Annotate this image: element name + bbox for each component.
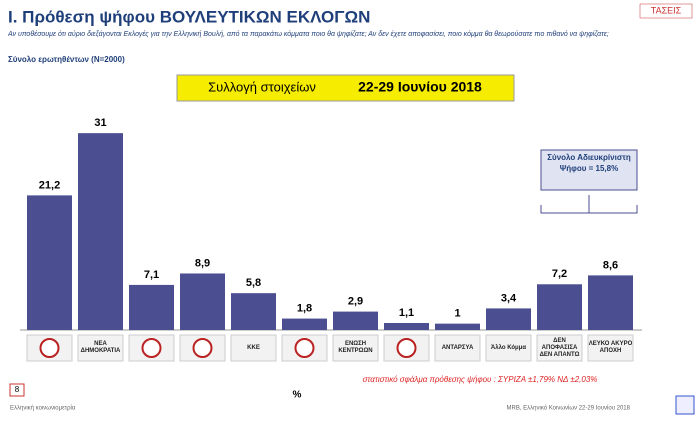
bar: [588, 275, 633, 330]
bar: [231, 293, 276, 330]
annotation-wrap: Σύνολο Αδιευκρίνιστη Ψήφου = 15,8%: [547, 153, 631, 173]
brand-logo: [639, 3, 693, 19]
chart-title: Ι. Πρόθεση ψήφου ΒΟΥΛΕΥΤΙΚΩΝ ΕΚΛΟΓΩΝ: [8, 7, 370, 26]
period: 22-29 Ιουνίου 2018: [358, 79, 482, 95]
value-label: 8,9: [195, 257, 210, 269]
period-label: Συλλογή στοιχείων: [208, 79, 316, 94]
party-logo: [396, 338, 417, 358]
category-wrap: ΝΕΑ ΔΗΜΟΚΡΑΤΙΑ: [80, 341, 121, 354]
value-label: 1,1: [399, 307, 414, 319]
category-box: [536, 334, 583, 362]
value-label: 1: [454, 308, 460, 320]
x-tick-label: ΚΚΕ: [247, 344, 260, 351]
value-label: 2,9: [348, 295, 363, 307]
value-label: 3,4: [501, 292, 517, 304]
value-label: 21,2: [39, 179, 60, 191]
category-wrap: ΑΝΤΑΡΣΥΑ: [441, 344, 474, 351]
category-box: [434, 334, 481, 362]
category-wrap: ΛΕΥΚΟ ΑΚΥΡΟ ΑΠΟΧΗ: [588, 341, 633, 354]
subtitle: Αν υποθέσουμε ότι αύριο διεξάγονται Εκλο…: [8, 31, 609, 38]
bar: [333, 311, 378, 330]
x-tick-label: ΑΝΤΑΡΣΥΑ: [441, 344, 474, 351]
footer-right: MRB, Ελληνικό Κοινωνίων 22-29 Ιουνίου 20…: [506, 405, 630, 412]
brand: ΤΑΣΕΙΣ: [651, 5, 682, 15]
value-label: 8,6: [603, 259, 618, 271]
bar: [27, 195, 72, 330]
category-wrap: ΚΚΕ: [247, 344, 260, 351]
category-box: [77, 334, 124, 362]
page-number-box: [9, 383, 25, 397]
bar: [78, 133, 123, 330]
party-logo: [192, 338, 213, 358]
x-tick-label: ΕΝΩΣΗ ΚΕΝΤΡΩΩΝ: [338, 341, 373, 354]
unit: %: [293, 390, 302, 401]
bar: [180, 273, 225, 330]
category-wrap: Άλλο Κόμμα: [490, 344, 527, 351]
category-box: [485, 334, 532, 362]
footer-left: Ελληνική κοινωνιομετρία: [10, 405, 76, 412]
category-wrap: ΔΕΝ ΑΠΟΦΑΣΙΣΑ ΔΕΝ ΑΠΑΝΤΩ: [539, 337, 580, 358]
x-tick-label: Άλλο Κόμμα: [490, 344, 527, 351]
bar: [486, 308, 531, 330]
bar: [435, 323, 480, 330]
value-label: 31: [94, 117, 106, 129]
x-tick-label: ΝΕΑ ΔΗΜΟΚΡΑΤΙΑ: [80, 341, 121, 354]
party-logo: [294, 338, 315, 358]
category-wrap: ΕΝΩΣΗ ΚΕΝΤΡΩΩΝ: [338, 341, 373, 354]
bar: [129, 284, 174, 330]
annotation-bracket: [540, 195, 638, 214]
x-tick-label: ΔΕΝ ΑΠΟΦΑΣΙΣΑ ΔΕΝ ΑΠΑΝΤΩ: [539, 337, 580, 358]
value-label: 1,8: [297, 302, 312, 314]
sample: Σύνολο ερωτηθέντων (N=2000): [8, 55, 125, 64]
party-logo: [141, 338, 162, 358]
party-logo: [39, 338, 60, 358]
annotation: Σύνολο Αδιευκρίνιστη Ψήφου = 15,8%: [547, 153, 631, 173]
value-label: 5,8: [246, 277, 261, 289]
page-number: 8: [15, 385, 20, 394]
annotation-box: [540, 149, 638, 191]
corner-icon: [675, 395, 695, 415]
bar: [384, 323, 429, 330]
value-label: 7,1: [144, 269, 159, 281]
value-label: 7,2: [552, 268, 567, 280]
period-box: [176, 74, 515, 102]
category-box: [230, 334, 277, 362]
category-box: [332, 334, 379, 362]
x-tick-label: ΛΕΥΚΟ ΑΚΥΡΟ ΑΠΟΧΗ: [588, 341, 633, 354]
bar: [537, 284, 582, 330]
category-box: [587, 334, 634, 362]
error-note: στατιστικό σφάλμα πρόθεσης ψήφου : ΣΥΡΙΖ…: [363, 375, 598, 384]
bar: [282, 318, 327, 330]
subtitle-box: Αν υποθέσουμε ότι αύριο διεξάγονται Εκλο…: [8, 31, 609, 38]
